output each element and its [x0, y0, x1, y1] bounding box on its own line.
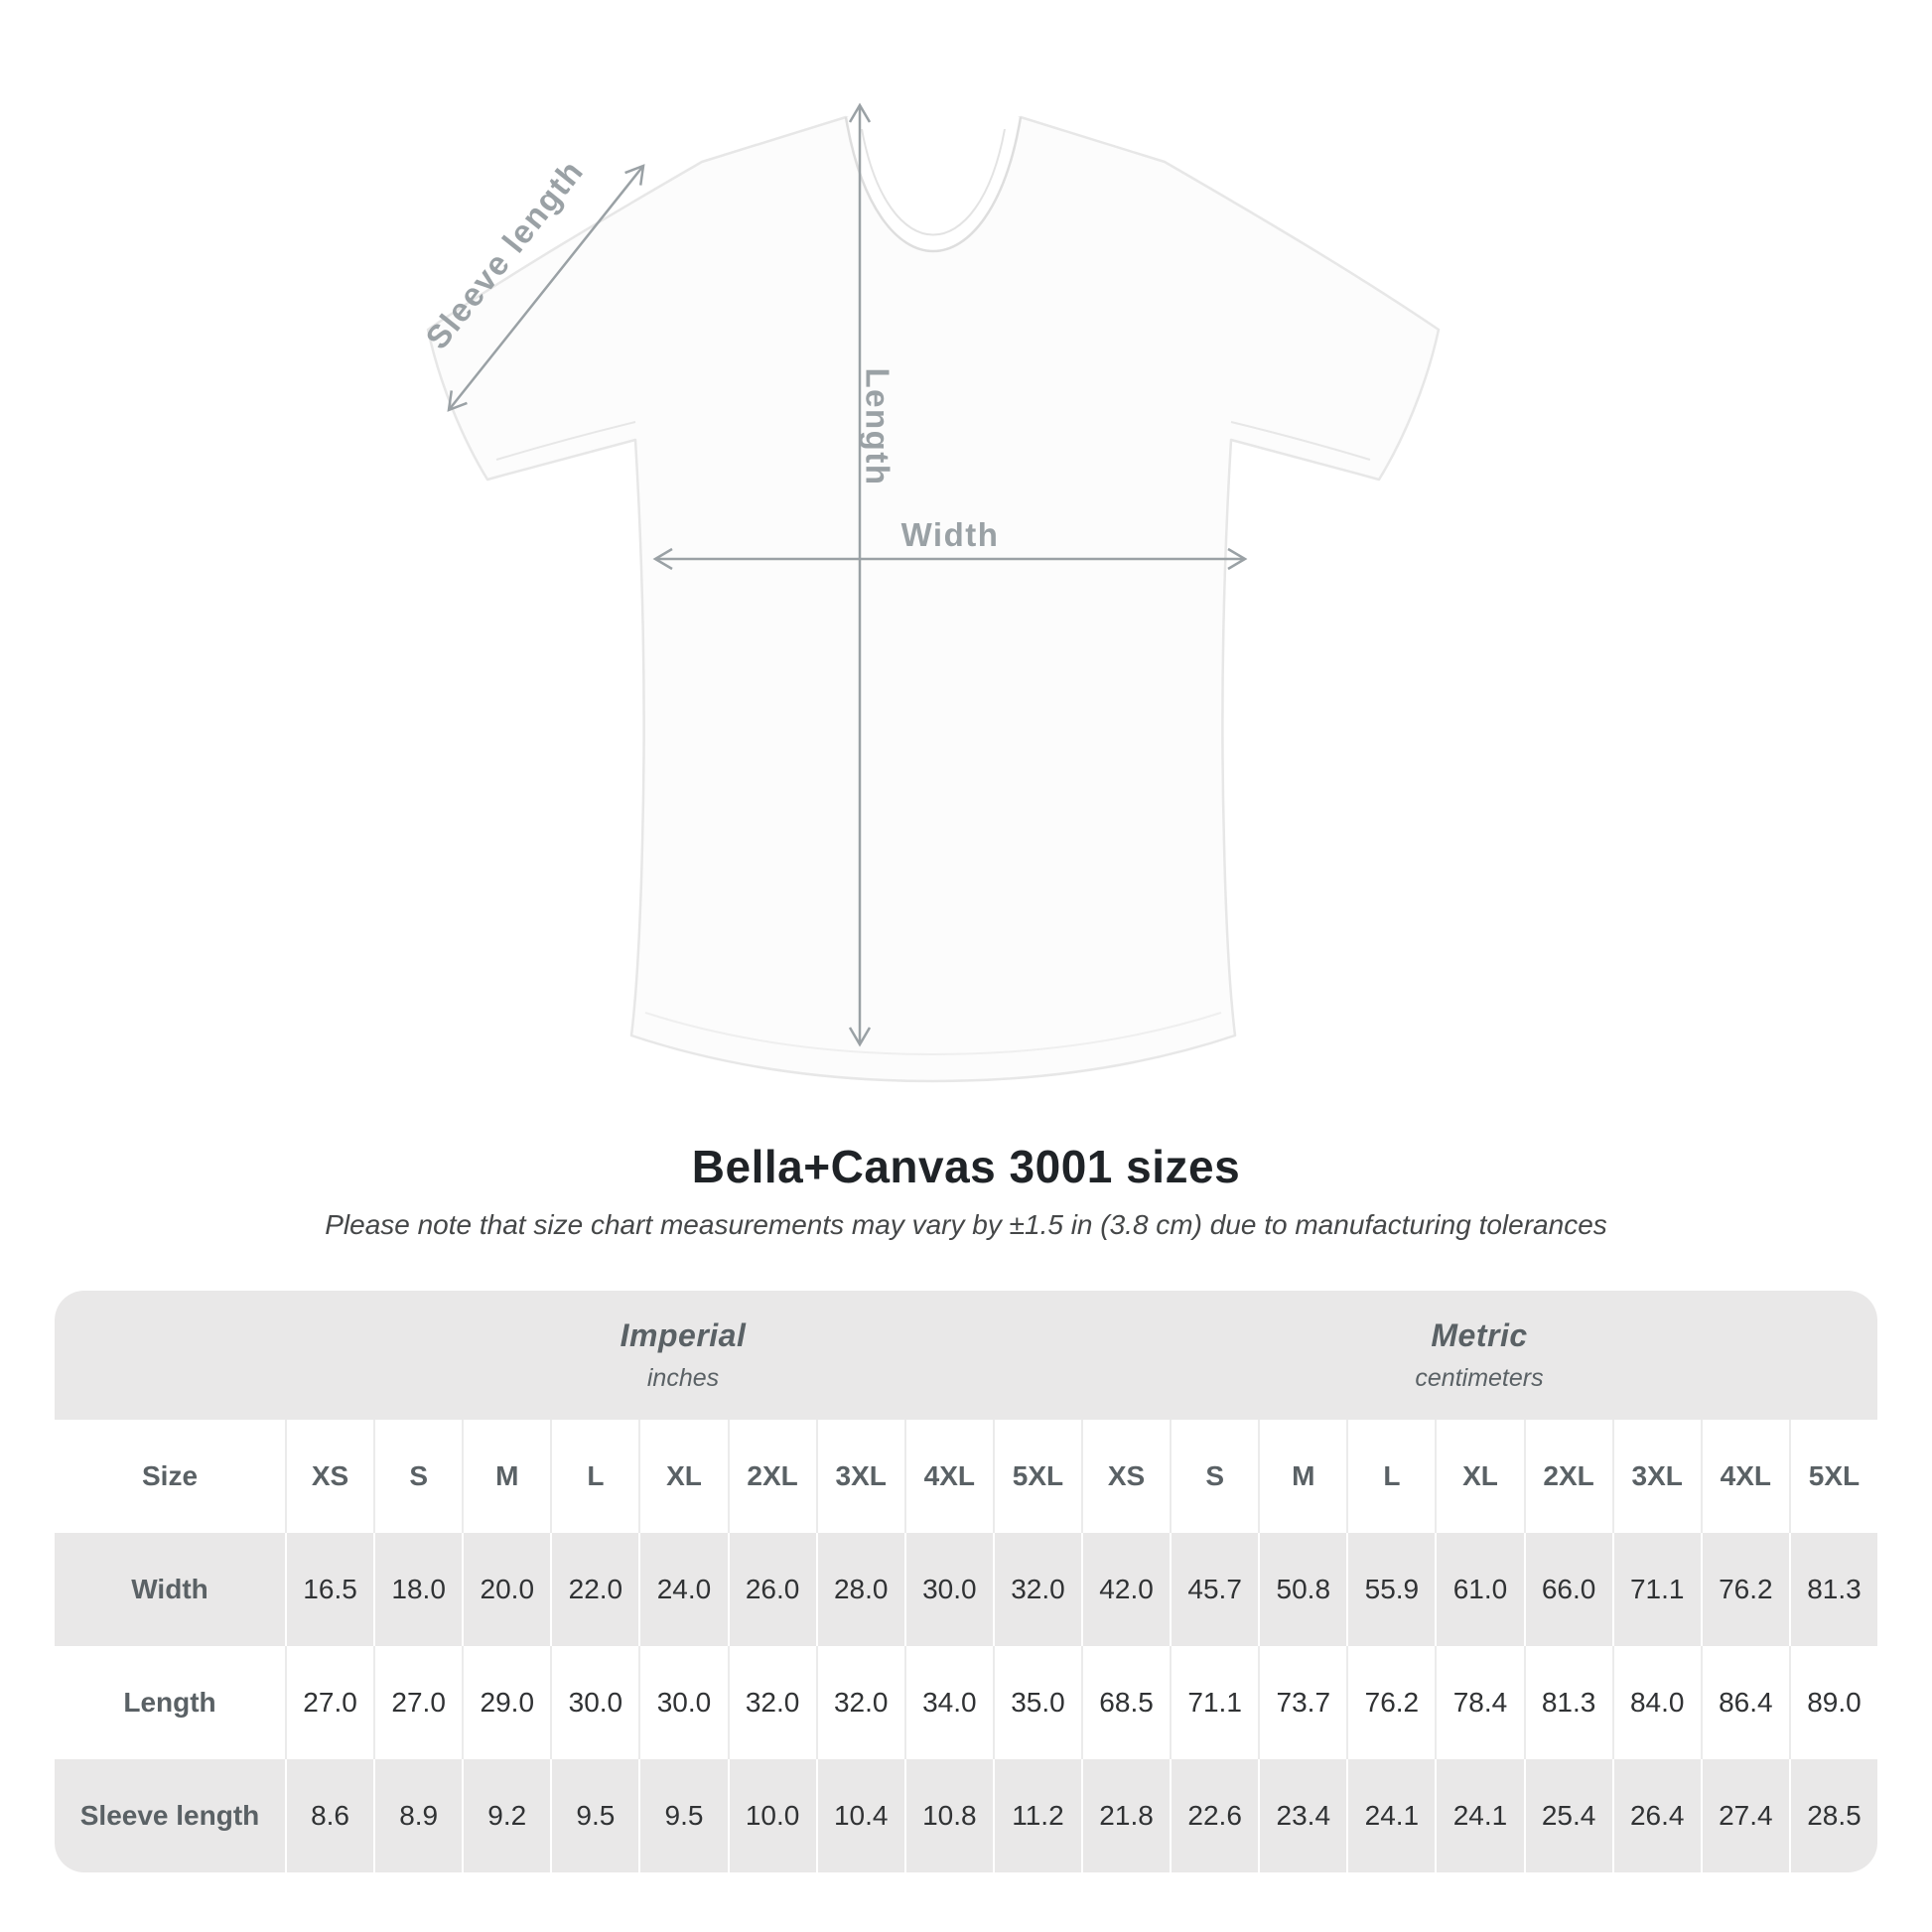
column-header-imperial-3xl: 3XL [815, 1420, 904, 1533]
cell-metric: 23.4 [1258, 1759, 1347, 1872]
column-header-metric-l: L [1346, 1420, 1436, 1533]
width-label: Width [901, 516, 1000, 553]
column-header-metric-2xl: 2XL [1523, 1420, 1612, 1533]
cell-metric: 42.0 [1081, 1533, 1171, 1646]
column-header-imperial-5xl: 5XL [992, 1420, 1081, 1533]
cell-imperial: 11.2 [992, 1759, 1081, 1872]
cell-metric: 81.3 [1788, 1533, 1877, 1646]
column-header-metric-xl: XL [1435, 1420, 1524, 1533]
cell-metric: 24.1 [1435, 1759, 1524, 1872]
cell-metric: 68.5 [1081, 1646, 1171, 1759]
imperial-header-unit: inches [646, 1364, 720, 1392]
tolerance-note: Please note that size chart measurements… [325, 1209, 1607, 1240]
column-header-imperial-xs: XS [285, 1420, 374, 1533]
cell-metric: 71.1 [1170, 1646, 1259, 1759]
cell-metric: 89.0 [1788, 1646, 1877, 1759]
cell-imperial: 26.0 [727, 1533, 816, 1646]
cell-metric: 22.6 [1170, 1759, 1259, 1872]
cell-imperial: 10.0 [727, 1759, 816, 1872]
cell-imperial: 32.0 [815, 1646, 904, 1759]
cell-imperial: 32.0 [727, 1646, 816, 1759]
cell-metric: 61.0 [1435, 1533, 1524, 1646]
cell-imperial: 27.0 [285, 1646, 374, 1759]
cell-imperial: 9.5 [550, 1759, 639, 1872]
column-header-metric-5xl: 5XL [1788, 1420, 1877, 1533]
cell-imperial: 10.8 [903, 1759, 993, 1872]
column-header-metric-s: S [1170, 1420, 1259, 1533]
size-table: Imperial inches Metric centimeters Size X… [55, 1291, 1877, 1872]
cell-imperial: 18.0 [373, 1533, 463, 1646]
cell-imperial: 30.0 [550, 1646, 639, 1759]
cell-imperial: 16.5 [285, 1533, 374, 1646]
cell-metric: 81.3 [1523, 1646, 1612, 1759]
cell-imperial: 27.0 [373, 1646, 463, 1759]
cell-metric: 27.4 [1700, 1759, 1789, 1872]
size-table-grid: Size XS S M L XL 2XL 3XL 4XL 5XL XS S M L XL 2XL 3XL 4XL 5… [55, 1420, 1877, 1872]
cell-metric: 50.8 [1258, 1533, 1347, 1646]
cell-metric: 66.0 [1523, 1533, 1612, 1646]
metric-header-title: Metric [1431, 1317, 1528, 1353]
cell-imperial: 20.0 [462, 1533, 551, 1646]
cell-imperial: 32.0 [992, 1533, 1081, 1646]
row-label: Sleeve length [55, 1759, 285, 1872]
cell-imperial: 8.9 [373, 1759, 463, 1872]
cell-imperial: 30.0 [638, 1646, 728, 1759]
cell-metric: 76.2 [1700, 1533, 1789, 1646]
cell-metric: 73.7 [1258, 1646, 1347, 1759]
cell-imperial: 8.6 [285, 1759, 374, 1872]
cell-metric: 28.5 [1788, 1759, 1877, 1872]
cell-imperial: 29.0 [462, 1646, 551, 1759]
column-header-imperial-xl: XL [638, 1420, 728, 1533]
imperial-header: Imperial inches [285, 1291, 1081, 1420]
sleeve-length-arrow [447, 164, 645, 412]
tshirt-image [426, 115, 1441, 1083]
cell-imperial: 28.0 [815, 1533, 904, 1646]
column-header-metric-3xl: 3XL [1611, 1420, 1701, 1533]
table-header-band: Imperial inches Metric centimeters [55, 1291, 1877, 1420]
metric-header-unit: centimeters [1415, 1364, 1544, 1392]
cell-metric: 78.4 [1435, 1646, 1524, 1759]
length-label: Length [860, 368, 897, 486]
page-title: Bella+Canvas 3001 sizes [691, 1141, 1241, 1192]
row-label: Length [55, 1646, 285, 1759]
cell-metric: 86.4 [1700, 1646, 1789, 1759]
cell-metric: 24.1 [1346, 1759, 1436, 1872]
cell-imperial: 30.0 [903, 1533, 993, 1646]
column-header-imperial-4xl: 4XL [903, 1420, 993, 1533]
cell-metric: 84.0 [1611, 1646, 1701, 1759]
cell-imperial: 10.4 [815, 1759, 904, 1872]
column-header-metric-m: M [1258, 1420, 1347, 1533]
imperial-header-title: Imperial [620, 1317, 747, 1353]
column-header-imperial-s: S [373, 1420, 463, 1533]
column-header-metric-xs: XS [1081, 1420, 1171, 1533]
column-header-imperial-l: L [550, 1420, 639, 1533]
cell-imperial: 9.5 [638, 1759, 728, 1872]
cell-metric: 71.1 [1611, 1533, 1701, 1646]
cell-imperial: 22.0 [550, 1533, 639, 1646]
column-header-metric-4xl: 4XL [1700, 1420, 1789, 1533]
cell-imperial: 9.2 [462, 1759, 551, 1872]
column-header-imperial-m: M [462, 1420, 551, 1533]
cell-metric: 26.4 [1611, 1759, 1701, 1872]
cell-metric: 55.9 [1346, 1533, 1436, 1646]
metric-header: Metric centimeters [1081, 1291, 1877, 1420]
column-header-imperial-2xl: 2XL [727, 1420, 816, 1533]
cell-metric: 25.4 [1523, 1759, 1612, 1872]
cell-metric: 21.8 [1081, 1759, 1171, 1872]
cell-imperial: 35.0 [992, 1646, 1081, 1759]
cell-imperial: 34.0 [903, 1646, 993, 1759]
cell-metric: 45.7 [1170, 1533, 1259, 1646]
tshirt-diagram: Length Width Sleeve length [418, 102, 1441, 1083]
cell-imperial: 24.0 [638, 1533, 728, 1646]
row-label: Width [55, 1533, 285, 1646]
size-column-header: Size [55, 1420, 285, 1533]
cell-metric: 76.2 [1346, 1646, 1436, 1759]
